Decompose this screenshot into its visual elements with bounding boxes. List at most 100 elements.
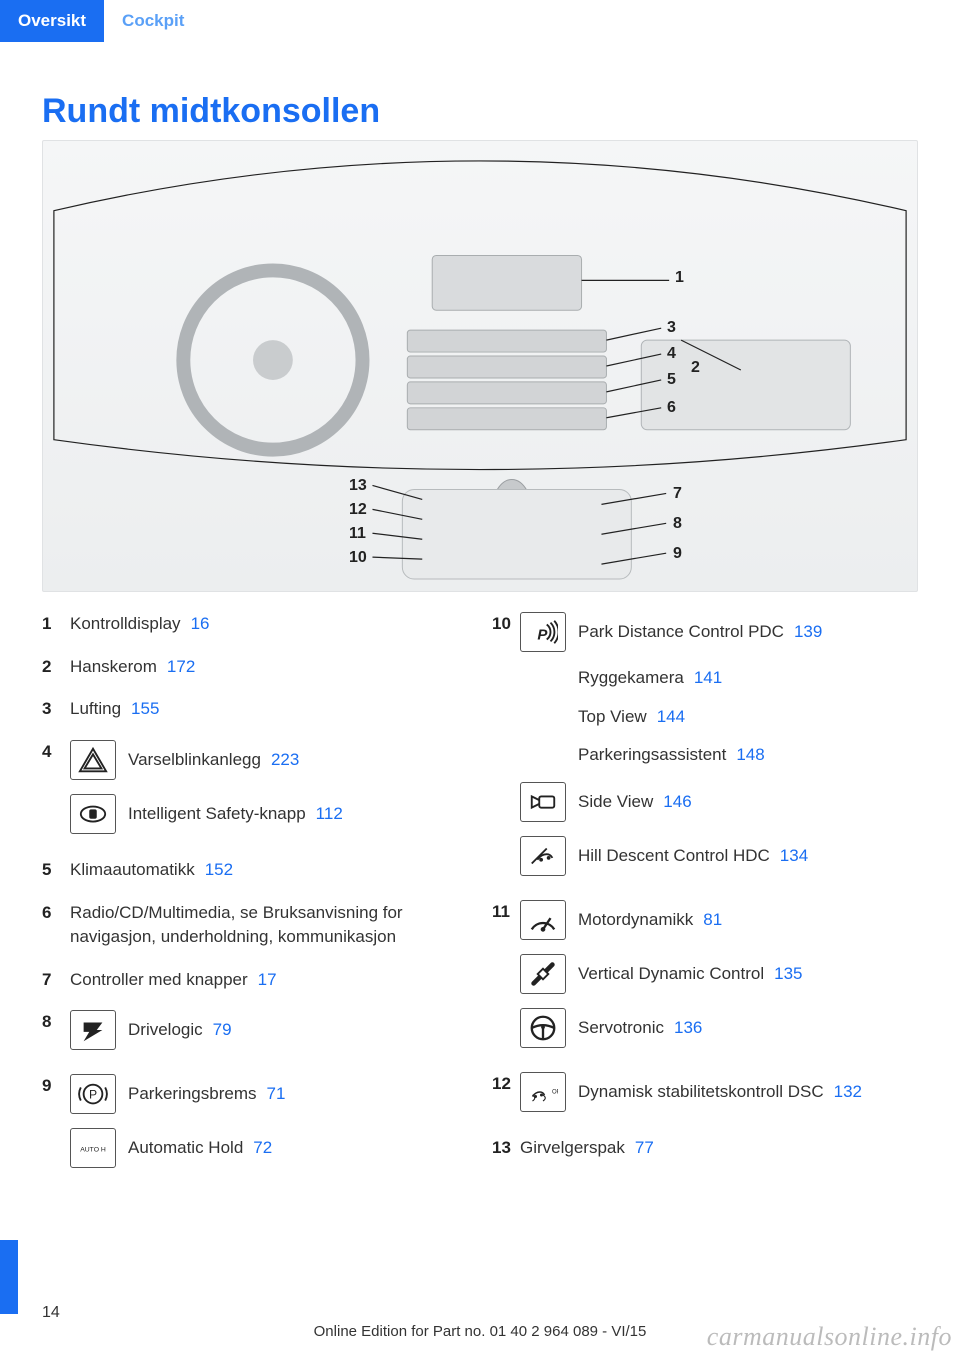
legend-text: Dynamisk stabilitetskontroll DSC132 — [578, 1072, 918, 1105]
page-ref: 71 — [257, 1084, 286, 1103]
legend-text: Radio/CD/Multimedia, se Bruksanvisning f… — [70, 901, 468, 950]
row-number: 3 — [42, 697, 70, 719]
row-body: Hanskerom172 — [70, 655, 468, 688]
legend-text: Lufting155 — [70, 697, 468, 722]
legend-subrow: Servotronic136 — [520, 1008, 918, 1048]
legend-subrow: P Park Distance Control PDC139 — [520, 612, 918, 652]
servotronic-icon — [520, 1008, 566, 1048]
page-ref: 79 — [203, 1020, 232, 1039]
legend-subrow: AUTO H Automatic Hold72 — [70, 1128, 468, 1168]
top-header: Oversikt Cockpit — [0, 0, 202, 42]
legend-text: Kontrolldisplay16 — [70, 612, 468, 637]
legend-text: Park Distance Control PDC139 — [578, 612, 918, 645]
row-number: 7 — [42, 968, 70, 990]
legend-subrow: Drivelogic79 — [70, 1010, 468, 1050]
legend-subrow: Intelligent Safety-knapp112 — [70, 794, 468, 834]
legend-subrow: Top View144 — [520, 705, 918, 730]
left-row: 6Radio/CD/Multimedia, se Bruksanvisning … — [42, 901, 468, 958]
auto-hold-icon: AUTO H — [70, 1128, 116, 1168]
legend-text: Hanskerom172 — [70, 655, 468, 680]
legend-text: Klimaautomatikk152 — [70, 858, 468, 883]
callout-5: 5 — [667, 371, 676, 389]
legend-columns: 1Kontrolldisplay162Hanskerom1723Lufting1… — [42, 612, 918, 1192]
callout-9: 9 — [673, 545, 682, 563]
row-number: 5 — [42, 858, 70, 880]
row-body: P Parkeringsbrems71 AUTO H Automatic Hold72 — [70, 1074, 468, 1182]
row-body: OFF Dynamisk stabilitetskontroll DSC132 — [520, 1072, 918, 1126]
row-number: 13 — [492, 1136, 520, 1158]
legend-text: Parkeringsassistent148 — [578, 743, 918, 768]
svg-text:P: P — [537, 627, 548, 644]
legend-text: Parkeringsbrems71 — [128, 1074, 468, 1107]
row-body: Girvelgerspak77 — [520, 1136, 918, 1169]
page-ref: 148 — [726, 745, 764, 764]
legend-text: Motordynamikk81 — [578, 900, 918, 933]
row-number: 2 — [42, 655, 70, 677]
left-row: 3Lufting155 — [42, 697, 468, 730]
row-number: 11 — [492, 900, 520, 922]
page-ref: 134 — [770, 846, 808, 865]
page-ref: 17 — [248, 970, 277, 989]
row-body: Kontrolldisplay16 — [70, 612, 468, 645]
callout-12: 12 — [349, 501, 367, 519]
watermark: carmanualsonline.info — [707, 1322, 952, 1352]
legend-subrow: Motordynamikk81 — [520, 900, 918, 940]
motor-dyn-icon — [520, 900, 566, 940]
legend-text: Automatic Hold72 — [128, 1128, 468, 1161]
page-ref: 81 — [693, 910, 722, 929]
left-row: 2Hanskerom172 — [42, 655, 468, 688]
row-number: 4 — [42, 740, 70, 762]
row-number: 1 — [42, 612, 70, 634]
row-number: 12 — [492, 1072, 520, 1094]
tab-cockpit: Cockpit — [104, 0, 202, 42]
intelligent-safety-icon — [70, 794, 116, 834]
page-number: 14 — [42, 1304, 60, 1322]
left-row: 4Varselblinkanlegg223Intelligent Safety-… — [42, 740, 468, 848]
hdc-icon — [520, 836, 566, 876]
legend-text: Controller med knapper17 — [70, 968, 468, 993]
right-row: 13Girvelgerspak77 — [492, 1136, 918, 1169]
page-ref: 16 — [181, 614, 210, 633]
side-view-icon — [520, 782, 566, 822]
row-number: 9 — [42, 1074, 70, 1096]
left-row: 5Klimaautomatikk152 — [42, 858, 468, 891]
callout-8: 8 — [673, 515, 682, 533]
page-ref: 135 — [764, 964, 802, 983]
legend-text: Girvelgerspak77 — [520, 1136, 918, 1161]
legend-subrow: Ryggekamera141 — [520, 666, 918, 691]
legend-text: Servotronic136 — [578, 1008, 918, 1041]
row-body: Lufting155 — [70, 697, 468, 730]
legend-text: Ryggekamera141 — [578, 666, 918, 691]
callout-11: 11 — [349, 525, 366, 543]
page-ref: 132 — [824, 1082, 862, 1101]
page-ref: 77 — [625, 1138, 654, 1157]
dashboard-diagram: 1 2 3 4 5 6 7 8 9 10 11 12 13 — [42, 140, 918, 592]
row-body: Motordynamikk81Vertical Dynamic Control1… — [520, 900, 918, 1062]
row-body: Drivelogic79 — [70, 1010, 468, 1064]
left-row: 9 P Parkeringsbrems71 AUTO H Automatic Hold7… — [42, 1074, 468, 1182]
svg-text:AUTO H: AUTO H — [80, 1147, 106, 1154]
svg-text:P: P — [89, 1088, 97, 1102]
row-body: Controller med knapper17 — [70, 968, 468, 1001]
icon-spacer — [520, 743, 566, 747]
row-number: 8 — [42, 1010, 70, 1032]
vdc-icon — [520, 954, 566, 994]
row-body: Radio/CD/Multimedia, se Bruksanvisning f… — [70, 901, 468, 958]
legend-text: Top View144 — [578, 705, 918, 730]
page-ref: 72 — [243, 1138, 272, 1157]
pdc-icon: P — [520, 612, 566, 652]
page-ref: 223 — [261, 750, 299, 769]
row-body: Varselblinkanlegg223Intelligent Safety-k… — [70, 740, 468, 848]
page-ref: 146 — [653, 792, 691, 811]
callout-3: 3 — [667, 319, 676, 337]
page-ref: 144 — [647, 707, 685, 726]
legend-subrow: Side View146 — [520, 782, 918, 822]
page-ref: 136 — [664, 1018, 702, 1037]
row-body: P Park Distance Control PDC139 Ryggekamera… — [520, 612, 918, 890]
right-row: 11Motordynamikk81Vertical Dynamic Contro… — [492, 900, 918, 1062]
parking-brake-icon: P — [70, 1074, 116, 1114]
legend-text: Intelligent Safety-knapp112 — [128, 794, 468, 827]
page-ref: 141 — [684, 668, 722, 687]
left-row: 8Drivelogic79 — [42, 1010, 468, 1064]
svg-text:OFF: OFF — [552, 1089, 558, 1095]
